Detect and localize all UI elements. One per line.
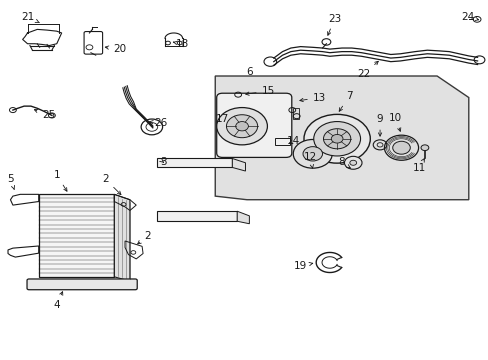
Circle shape (420, 145, 428, 150)
Circle shape (323, 129, 350, 149)
Text: 4: 4 (53, 292, 62, 310)
Text: 15: 15 (245, 86, 274, 96)
Text: 16: 16 (239, 120, 252, 129)
Text: 23: 23 (327, 14, 341, 35)
Circle shape (216, 108, 267, 145)
Circle shape (304, 114, 369, 163)
Text: 7: 7 (339, 91, 352, 111)
Text: 18: 18 (173, 40, 189, 49)
Text: 3: 3 (160, 157, 166, 167)
Text: 1: 1 (53, 170, 67, 191)
Text: 10: 10 (388, 113, 402, 131)
Circle shape (384, 135, 418, 160)
Circle shape (344, 156, 361, 169)
Circle shape (349, 160, 356, 165)
FancyBboxPatch shape (216, 93, 291, 157)
Text: 8: 8 (338, 157, 350, 168)
Text: 5: 5 (7, 174, 15, 189)
Polygon shape (114, 194, 130, 281)
Text: 24: 24 (461, 12, 478, 22)
Circle shape (226, 115, 257, 138)
Bar (157, 211, 237, 221)
Text: 19: 19 (293, 261, 312, 271)
Bar (157, 158, 232, 167)
Text: 14: 14 (286, 136, 300, 146)
Text: 26: 26 (148, 118, 167, 128)
Text: 20: 20 (105, 44, 126, 54)
Text: 2: 2 (137, 231, 151, 244)
Polygon shape (232, 158, 245, 171)
Text: 21: 21 (21, 12, 40, 23)
FancyBboxPatch shape (27, 279, 137, 290)
Bar (293, 108, 299, 119)
Circle shape (313, 122, 360, 156)
Polygon shape (237, 211, 249, 224)
Polygon shape (215, 76, 468, 200)
Text: 6: 6 (245, 67, 252, 77)
Bar (39, 194, 114, 277)
Text: 25: 25 (34, 109, 55, 121)
Circle shape (303, 147, 322, 161)
Text: 22: 22 (357, 61, 378, 79)
Bar (275, 138, 289, 145)
Text: 13: 13 (299, 93, 325, 103)
Text: 17: 17 (215, 114, 231, 126)
Circle shape (293, 139, 331, 168)
Circle shape (235, 122, 248, 131)
Text: 9: 9 (376, 114, 383, 136)
Text: 11: 11 (411, 158, 425, 173)
Circle shape (330, 134, 342, 143)
Text: 12: 12 (303, 152, 316, 168)
Text: 2: 2 (102, 174, 121, 195)
Circle shape (392, 141, 409, 154)
